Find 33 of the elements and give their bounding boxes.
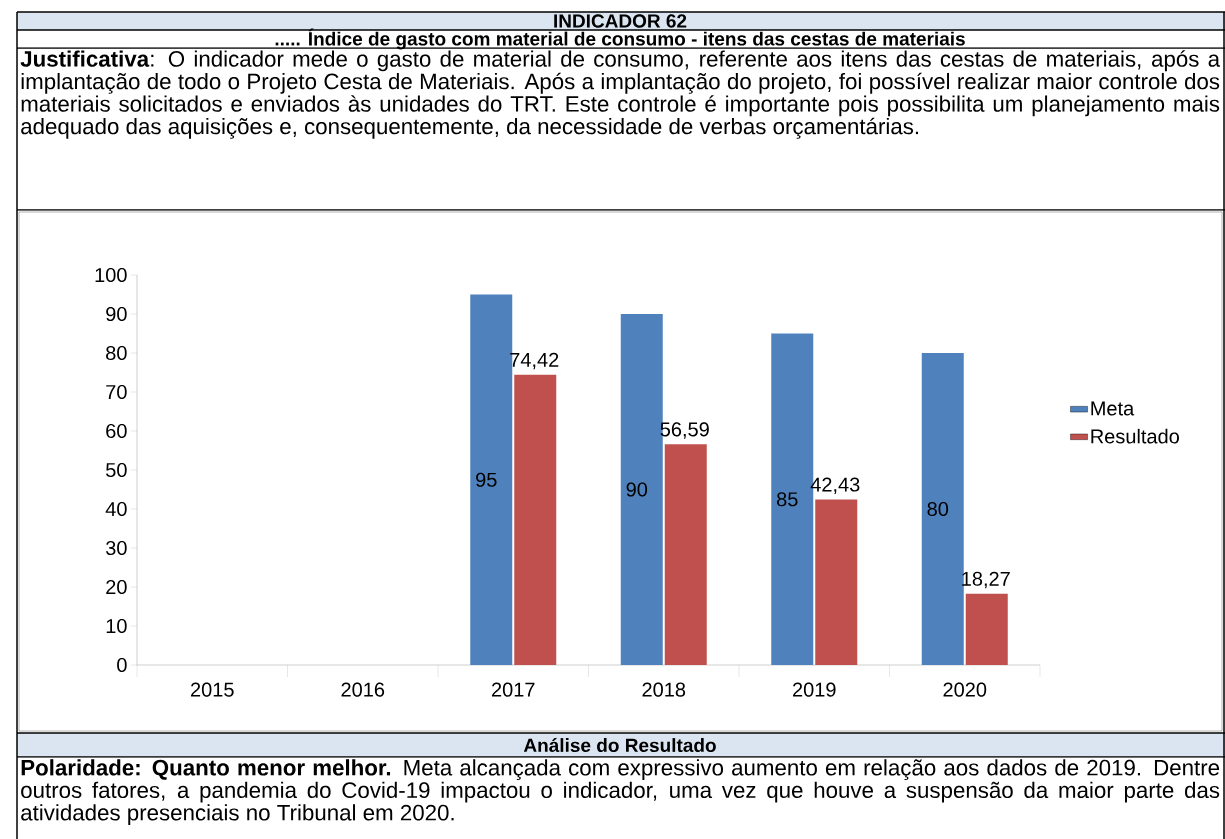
- y-tick-label: 80: [106, 345, 127, 361]
- y-tick-label: 20: [106, 579, 127, 595]
- chart-subtitle: ..... Índice de gasto com material de consumo - itens das cestas de materiais: [275, 28, 965, 50]
- text: Polaridade: Quanto menor melhor. Meta alcançada com expressivo aumento em relação aos dados de 2019. Dentre outros fatores, a pandemia do Covid-19 impactou o indicador, uma vez que houve a suspensão da maior parte das atividades presenciais no Tribunal em 2020.: [21, 759, 1220, 825]
- x-tick-label: 2020: [943, 682, 987, 697]
- x-tick-label: 2015: [191, 682, 234, 697]
- legend-label: Meta: [1091, 401, 1135, 416]
- data-label: 80: [927, 501, 949, 517]
- bar: [921, 353, 964, 665]
- bar: [514, 374, 557, 665]
- x-tick-label: 2017: [492, 682, 535, 697]
- chart-title: INDICADOR 62: [554, 14, 687, 28]
- y-tick-label: 40: [105, 501, 127, 517]
- x-tick-label: 2016: [341, 682, 385, 697]
- text: Análise do Resultado: [523, 737, 716, 753]
- y-tick-label: 100: [95, 267, 127, 283]
- data-label: 90: [626, 482, 648, 497]
- legend-label: Resultado: [1091, 428, 1179, 444]
- y-tick-label: 60: [106, 423, 127, 439]
- y-tick-label: 70: [106, 384, 127, 400]
- y-tick-label: 90: [106, 306, 127, 322]
- y-tick-label: 30: [105, 540, 127, 556]
- y-tick-label: 10: [106, 618, 127, 634]
- x-tick-label: 2019: [793, 682, 836, 697]
- y-tick-label: 0: [117, 657, 127, 673]
- bar: [815, 499, 858, 665]
- bar: [965, 593, 1008, 665]
- data-label: 85: [776, 492, 798, 507]
- text: Justificativa: O indicador mede o gasto de material de consumo, referente aos itens das cestas de materiais, após a implantação de todo o Projeto Cesta de Materiais. Após a implantação do projeto, foi possível realizar maior controle dos materiais solicitados e enviados às unidades do TRT. Este controle é importante pois possibilita um planejamento mais adequado das aquisições e, consequentemente, da necessidade de verbas orçamentárias.: [20, 50, 1221, 139]
- data-label: 95: [476, 472, 497, 487]
- bar: [664, 444, 707, 665]
- x-tick-label: 2018: [642, 682, 686, 697]
- y-tick-label: 50: [106, 462, 127, 478]
